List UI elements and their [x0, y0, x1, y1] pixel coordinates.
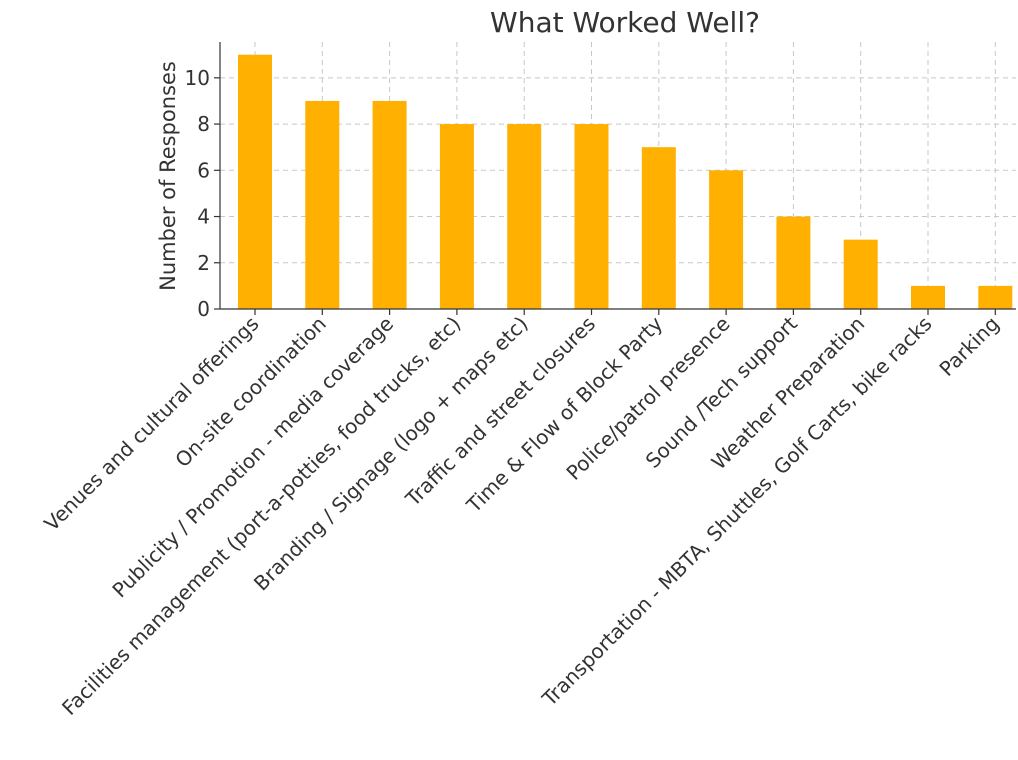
- y-tick-label: 4: [197, 205, 210, 229]
- bar: [440, 124, 474, 309]
- bar: [238, 55, 272, 309]
- bar: [844, 240, 878, 309]
- bar-layer: [238, 55, 1012, 309]
- bar: [709, 170, 743, 309]
- bar: [911, 286, 945, 309]
- bar: [305, 101, 339, 309]
- x-tick-label: Publicity / Promotion - media coverage: [107, 312, 398, 603]
- grid-layer: [220, 42, 1016, 309]
- bar: [776, 217, 810, 309]
- bar: [507, 124, 541, 309]
- y-axis-label: Number of Responses: [156, 61, 180, 291]
- bar: [978, 286, 1012, 309]
- chart-title: What Worked Well?: [490, 6, 760, 39]
- bar: [373, 101, 407, 309]
- y-tick-label: 0: [197, 297, 210, 321]
- y-tick-label: 6: [197, 158, 210, 182]
- bar: [642, 147, 676, 309]
- y-tick-label: 10: [185, 66, 210, 90]
- y-tick-label: 2: [197, 251, 210, 275]
- x-tick-label: Parking: [934, 312, 1003, 381]
- bar: [575, 124, 609, 309]
- y-tick-labels: 0 2 4 6 8 10: [185, 66, 210, 321]
- y-tick-label: 8: [197, 112, 210, 136]
